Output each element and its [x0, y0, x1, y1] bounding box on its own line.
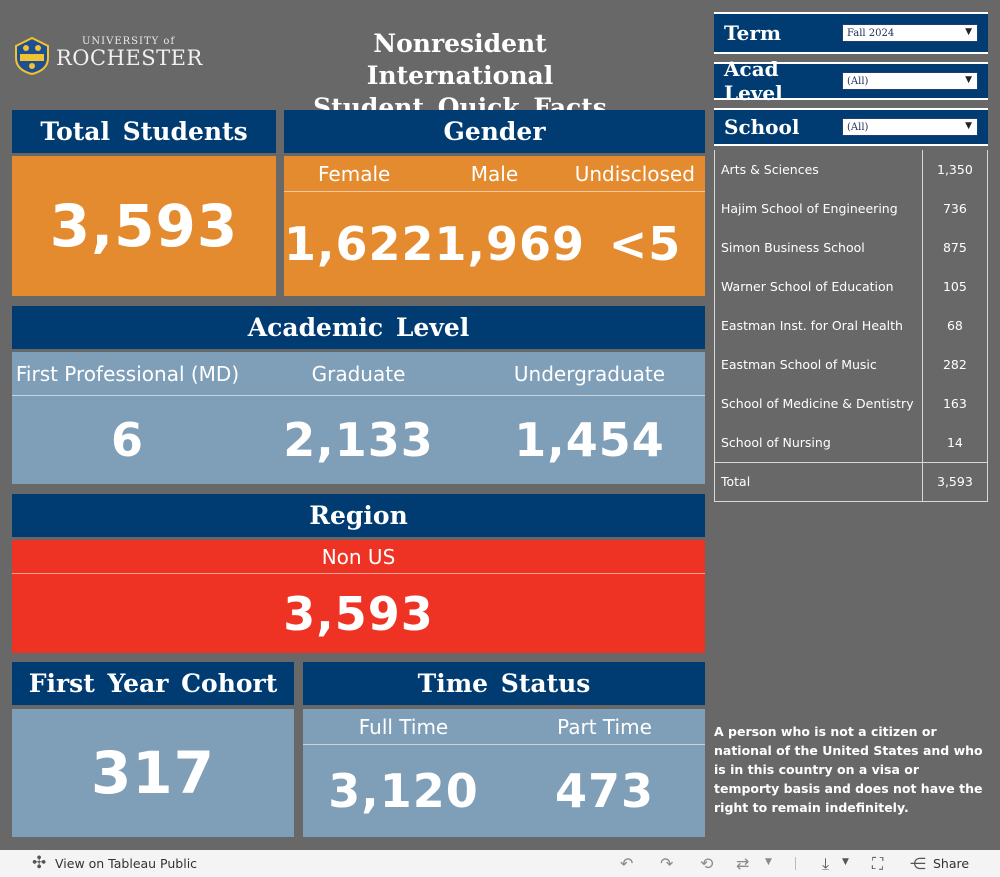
logo-small-text: UNIVERSITY of [82, 36, 176, 47]
first-year-cohort-card: 317 [12, 709, 294, 837]
total-students-card: 3,593 [12, 156, 276, 296]
gender-undisclosed-label: Undisclosed [574, 161, 695, 186]
table-row[interactable]: Warner School of Education 105 [714, 267, 989, 306]
region-label: Non US [321, 544, 396, 569]
academic-level-md-value: 6 [110, 413, 144, 467]
school-filter[interactable]: School (All) ▼ [714, 108, 988, 146]
school-name: School of Nursing [714, 423, 923, 462]
academic-level-header: Academic Level [12, 306, 705, 349]
gender-female-value: 1,622 [284, 217, 435, 271]
school-value: 14 [921, 423, 989, 462]
chevron-down-icon[interactable]: ▼ [765, 857, 772, 867]
page-title-line1: Nonresident International [366, 29, 554, 90]
first-year-cohort-header: First Year Cohort [12, 662, 294, 705]
download-icon[interactable]: ⤓ [822, 854, 830, 873]
tableau-logo-icon[interactable]: ✣ [32, 853, 47, 873]
school-name: School of Medicine & Dentistry [714, 384, 923, 423]
school-name: Arts & Sciences [714, 150, 923, 189]
acad-level-filter[interactable]: Acad Level (All) ▼ [714, 57, 988, 105]
academic-level-graduate-value: 2,133 [283, 413, 434, 467]
acad-level-select[interactable]: (All) ▼ [842, 72, 978, 90]
definition-text: A person who is not a citizen or nationa… [714, 724, 983, 815]
time-status-card: Full Time Part Time 3,120 473 [303, 709, 705, 837]
chevron-down-icon: ▼ [965, 121, 972, 131]
first-year-cohort-value: 317 [90, 739, 216, 807]
table-row[interactable]: Eastman Inst. for Oral Health 68 [714, 306, 989, 345]
school-value: 105 [921, 267, 989, 306]
logo-large-text: ROCHESTER [56, 46, 203, 70]
academic-level-graduate-label: Graduate [311, 361, 406, 386]
table-row[interactable]: Hajim School of Engineering 736 [714, 189, 989, 228]
view-on-tableau-link[interactable]: View on Tableau Public [55, 856, 198, 871]
school-name: Eastman School of Music [714, 345, 923, 384]
total-label: Total [714, 461, 923, 502]
time-status-full-value: 3,120 [328, 764, 479, 818]
gender-male-value: 1,969 [434, 217, 586, 271]
refresh-icon[interactable]: ⇄ [736, 854, 750, 873]
school-table: Arts & Sciences 1,350 Hajim School of Eng… [714, 150, 989, 502]
chevron-down-icon[interactable]: ▼ [842, 857, 849, 867]
gender-labels: Female Male Undisclosed [284, 156, 705, 192]
gender-header: Gender [284, 110, 705, 153]
acad-level-filter-label: Acad Level [724, 57, 783, 105]
academic-level-undergraduate-label: Undergraduate [513, 361, 666, 386]
region-value: 3,593 [283, 586, 434, 641]
total-students-header: Total Students [12, 110, 276, 153]
fullscreen-icon[interactable]: ⛶ [872, 854, 884, 873]
tableau-footer: ✣ View on Tableau Public ↶ ↷ ⟲ ⇄ ▼ ⤓ ▼ ⛶… [0, 850, 1000, 877]
school-value: 68 [921, 306, 989, 345]
school-value: 736 [921, 189, 989, 228]
footer-divider [795, 857, 796, 870]
gender-female-label: Female [318, 161, 391, 186]
share-button[interactable]: Share [933, 856, 970, 871]
school-value: 163 [921, 384, 989, 423]
school-value: 282 [921, 345, 989, 384]
chevron-down-icon: ▼ [965, 27, 972, 37]
table-row[interactable]: Eastman School of Music 282 [714, 345, 989, 384]
acad-level-select-value: (All) [847, 75, 869, 87]
academic-level-undergraduate-value: 1,454 [514, 413, 665, 467]
time-status-header: Time Status [303, 662, 705, 705]
table-row[interactable]: Arts & Sciences 1,350 [714, 150, 989, 189]
school-name: Hajim School of Engineering [714, 189, 923, 228]
revert-icon[interactable]: ⟲ [700, 854, 714, 873]
academic-level-card: First Professional (MD) Graduate Undergr… [12, 352, 705, 484]
school-name: Simon Business School [714, 228, 923, 267]
table-total-row[interactable]: Total 3,593 [714, 461, 989, 502]
total-students-value: 3,593 [49, 192, 239, 260]
share-icon[interactable]: ⋲ [910, 854, 926, 873]
gender-undisclosed-value: <5 [608, 217, 682, 271]
university-seal-icon [15, 36, 49, 76]
gender-card: Female Male Undisclosed 1,622 1,969 <5 [284, 156, 705, 296]
school-select[interactable]: (All) ▼ [842, 118, 978, 136]
region-card: Non US 3,593 [12, 540, 705, 653]
time-status-full-label: Full Time [358, 714, 449, 739]
university-logo: UNIVERSITY of ROCHESTER [12, 34, 207, 78]
term-filter[interactable]: Term Fall 2024 ▼ [714, 12, 988, 54]
gender-male-label: Male [470, 161, 519, 186]
school-value: 875 [921, 228, 989, 267]
table-row[interactable]: School of Nursing 14 [714, 423, 989, 462]
academic-level-md-label: First Professional (MD) [15, 361, 240, 386]
page-title: Nonresident International Student Quick … [290, 28, 630, 124]
time-status-part-value: 473 [554, 764, 655, 818]
school-value: 1,350 [921, 150, 989, 189]
redo-icon[interactable]: ↷ [660, 854, 674, 873]
term-filter-label: Term [724, 21, 782, 45]
table-row[interactable]: School of Medicine & Dentistry 163 [714, 384, 989, 423]
region-header: Region [12, 494, 705, 537]
total-value: 3,593 [921, 461, 989, 502]
term-select[interactable]: Fall 2024 ▼ [842, 24, 978, 42]
school-filter-label: School [724, 115, 800, 139]
school-select-value: (All) [847, 121, 869, 133]
time-status-part-label: Part Time [557, 714, 652, 739]
school-name: Eastman Inst. for Oral Health [714, 306, 923, 345]
undo-icon[interactable]: ↶ [620, 854, 634, 873]
chevron-down-icon: ▼ [965, 75, 972, 85]
term-select-value: Fall 2024 [847, 27, 895, 39]
table-row[interactable]: Simon Business School 875 [714, 228, 989, 267]
school-name: Warner School of Education [714, 267, 923, 306]
